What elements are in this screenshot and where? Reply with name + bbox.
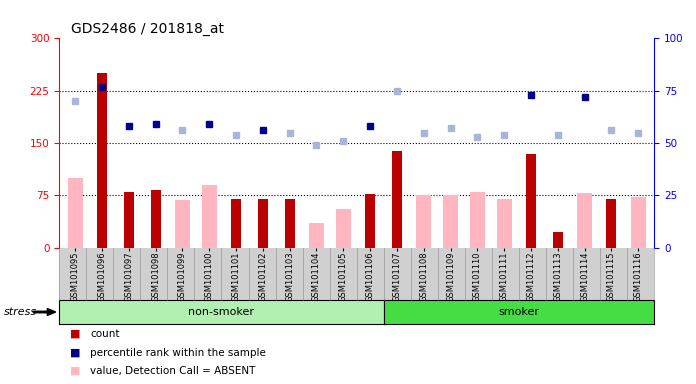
Text: ■: ■ — [70, 329, 80, 339]
Text: value, Detection Call = ABSENT: value, Detection Call = ABSENT — [90, 366, 256, 376]
Bar — [365, 194, 375, 248]
Bar — [392, 151, 402, 248]
Bar — [443, 195, 458, 248]
Bar — [526, 154, 536, 248]
Text: ■: ■ — [70, 366, 80, 376]
Bar — [150, 190, 161, 248]
Bar — [416, 195, 431, 248]
Bar — [577, 193, 592, 248]
Bar — [497, 199, 512, 248]
Text: stress: stress — [3, 307, 37, 317]
Bar — [470, 192, 484, 248]
Text: smoker: smoker — [498, 307, 539, 317]
Text: non-smoker: non-smoker — [189, 307, 255, 317]
Bar — [231, 199, 242, 248]
Bar — [606, 199, 617, 248]
Bar — [124, 192, 134, 248]
Bar — [631, 197, 645, 248]
Bar — [285, 199, 295, 248]
Bar — [553, 232, 563, 248]
Text: ■: ■ — [70, 348, 80, 358]
Bar — [202, 185, 216, 248]
Bar — [97, 73, 107, 248]
Bar — [336, 209, 351, 248]
Bar — [175, 200, 190, 248]
Bar — [309, 223, 324, 248]
Text: count: count — [90, 329, 120, 339]
Bar — [68, 178, 83, 248]
Text: percentile rank within the sample: percentile rank within the sample — [90, 348, 267, 358]
Bar — [258, 199, 268, 248]
Text: GDS2486 / 201818_at: GDS2486 / 201818_at — [71, 22, 224, 36]
